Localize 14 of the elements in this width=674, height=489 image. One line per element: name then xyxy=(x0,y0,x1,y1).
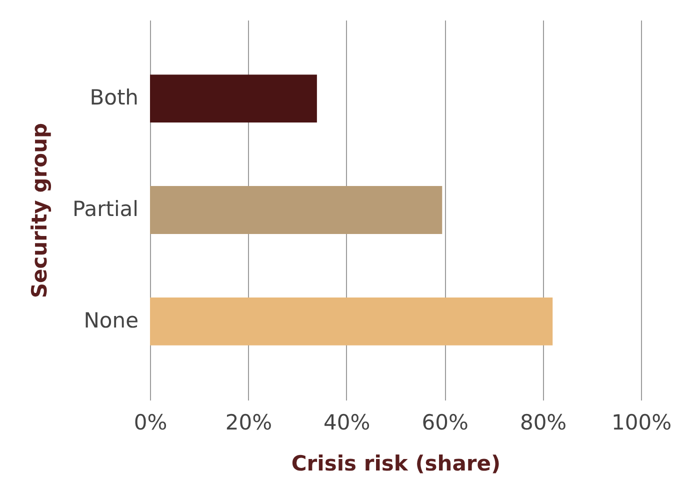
x-tick-label: 0% xyxy=(134,410,168,434)
x-tick-label: 100% xyxy=(611,410,672,434)
y-tick-label: Partial xyxy=(72,197,138,221)
x-tick-label: 60% xyxy=(422,410,468,434)
bar xyxy=(150,186,442,234)
y-tick-label: Both xyxy=(90,86,138,110)
x-tick-label: 20% xyxy=(225,410,272,434)
y-axis-title: Security group xyxy=(28,122,52,298)
bar xyxy=(150,297,553,346)
x-axis-title: Crisis risk (share) xyxy=(291,452,501,476)
x-tick-label: 80% xyxy=(520,410,567,434)
x-tick-label: 40% xyxy=(324,410,370,434)
y-tick-label: None xyxy=(84,308,138,332)
bar xyxy=(150,74,317,123)
